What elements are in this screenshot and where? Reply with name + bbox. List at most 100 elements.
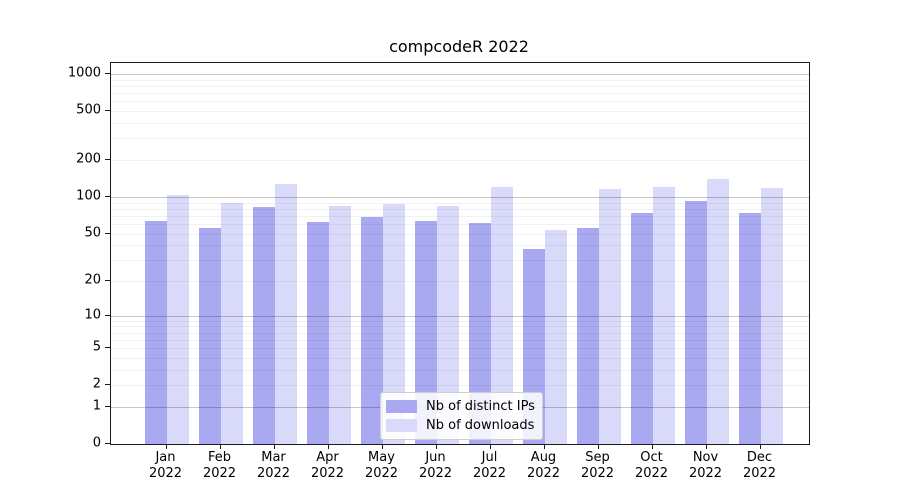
y-tick-label: 1000: [67, 65, 101, 81]
minor-gridline: [111, 86, 809, 87]
minor-gridline: [111, 138, 809, 140]
y-tick-label: 20: [84, 272, 101, 288]
y-tick-mark: [105, 347, 110, 349]
x-tick-mark: [165, 444, 167, 449]
y-tick-label: 0: [92, 435, 101, 451]
x-tick-mark: [597, 444, 599, 449]
y-tick-label: 100: [76, 188, 101, 204]
x-tick-mark: [489, 444, 491, 449]
minor-gridline: [111, 245, 809, 247]
grid-layer: [111, 63, 809, 444]
bar-downloads: [274, 184, 297, 444]
bar-downloads: [436, 205, 459, 444]
legend-item-downloads: Nb of downloads: [386, 416, 542, 435]
x-tick-label: Dec 2022: [742, 450, 777, 481]
legend-item-distinct-ips: Nb of distinct IPs: [386, 397, 542, 416]
minor-gridline: [111, 233, 809, 235]
x-tick-mark: [705, 444, 707, 449]
bar-downloads: [652, 186, 675, 444]
y-tick-label: 500: [76, 102, 101, 118]
y-tick-label: 10: [84, 307, 101, 323]
minor-gridline: [111, 79, 809, 81]
minor-gridline: [111, 320, 809, 322]
bar-downloads: [166, 195, 189, 444]
minor-gridline: [111, 223, 809, 225]
x-tick-mark: [327, 444, 329, 449]
x-tick-label: Aug 2022: [526, 450, 561, 481]
legend-swatch-downloads: [386, 419, 417, 432]
bar-downloads: [544, 230, 567, 444]
y-tick-label: 5: [92, 339, 101, 355]
minor-gridline: [111, 123, 809, 125]
bar-distinct-ips: [360, 216, 383, 444]
y-tick-label: 50: [84, 225, 101, 240]
bar-downloads: [328, 205, 351, 444]
minor-gridline: [111, 202, 809, 204]
minor-gridline: [111, 111, 809, 113]
legend-label-distinct-ips: Nb of distinct IPs: [426, 399, 535, 414]
bar-distinct-ips: [468, 223, 491, 444]
legend: Nb of distinct IPs Nb of downloads: [380, 392, 543, 440]
y-tick-mark: [105, 443, 110, 444]
bar-distinct-ips: [306, 222, 329, 444]
bar-downloads: [490, 186, 513, 444]
x-tick-label: Jul 2022: [472, 450, 507, 481]
y-tick-mark: [105, 110, 110, 112]
y-tick-label: 1: [92, 398, 101, 414]
y-tick-mark: [105, 314, 110, 316]
legend-swatch-distinct-ips: [386, 400, 417, 413]
x-tick-mark: [543, 444, 545, 449]
bar-distinct-ips: [198, 227, 221, 444]
y-tick-label: 2: [92, 376, 101, 392]
bar-distinct-ips: [684, 200, 707, 444]
x-tick-label: Nov 2022: [688, 450, 723, 481]
bars-layer: [111, 63, 809, 444]
minor-gridline: [111, 281, 809, 282]
minor-gridline: [111, 332, 809, 334]
bar-downloads: [598, 189, 621, 444]
bar-distinct-ips: [414, 221, 437, 444]
minor-gridline: [111, 339, 809, 341]
bar-downloads: [760, 188, 783, 444]
minor-gridline: [111, 208, 809, 210]
x-tick-label: Sep 2022: [580, 450, 615, 481]
bar-distinct-ips: [144, 221, 167, 444]
minor-gridline: [111, 348, 809, 350]
y-tick-mark: [105, 73, 110, 75]
x-tick-label: Mar 2022: [256, 450, 291, 481]
minor-gridline: [111, 160, 809, 161]
x-tick-label: May 2022: [364, 450, 399, 481]
bar-distinct-ips: [252, 206, 275, 444]
bar-distinct-ips: [630, 212, 653, 444]
bar-downloads: [220, 202, 243, 444]
minor-gridline: [111, 260, 809, 262]
x-tick-mark: [381, 444, 383, 449]
x-tick-mark: [759, 444, 761, 449]
y-tick-mark: [105, 384, 110, 386]
x-tick-mark: [435, 444, 437, 449]
y-tick-mark: [105, 195, 110, 197]
minor-gridline: [111, 215, 809, 217]
minor-gridline: [111, 326, 809, 328]
plot-area: Nb of distinct IPs Nb of downloads: [110, 62, 810, 445]
minor-gridline: [111, 385, 809, 387]
y-tick-mark: [105, 405, 110, 407]
chart-title: compcodeR 2022: [389, 37, 529, 56]
major-gridline: [111, 315, 809, 317]
major-gridline: [111, 196, 809, 198]
x-tick-label: Jan 2022: [148, 450, 183, 481]
x-tick-label: Feb 2022: [202, 450, 237, 481]
x-tick-label: Oct 2022: [634, 450, 669, 481]
bar-distinct-ips: [576, 227, 599, 444]
y-tick-mark: [105, 280, 110, 281]
y-tick-label: 200: [76, 151, 101, 167]
x-tick-label: Jun 2022: [418, 450, 453, 481]
y-tick-mark: [105, 232, 110, 234]
bar-distinct-ips: [738, 212, 761, 444]
minor-gridline: [111, 369, 809, 371]
x-tick-mark: [219, 444, 221, 449]
x-tick-mark: [273, 444, 275, 449]
x-tick-mark: [651, 444, 653, 449]
minor-gridline: [111, 93, 809, 95]
y-tick-mark: [105, 159, 110, 160]
